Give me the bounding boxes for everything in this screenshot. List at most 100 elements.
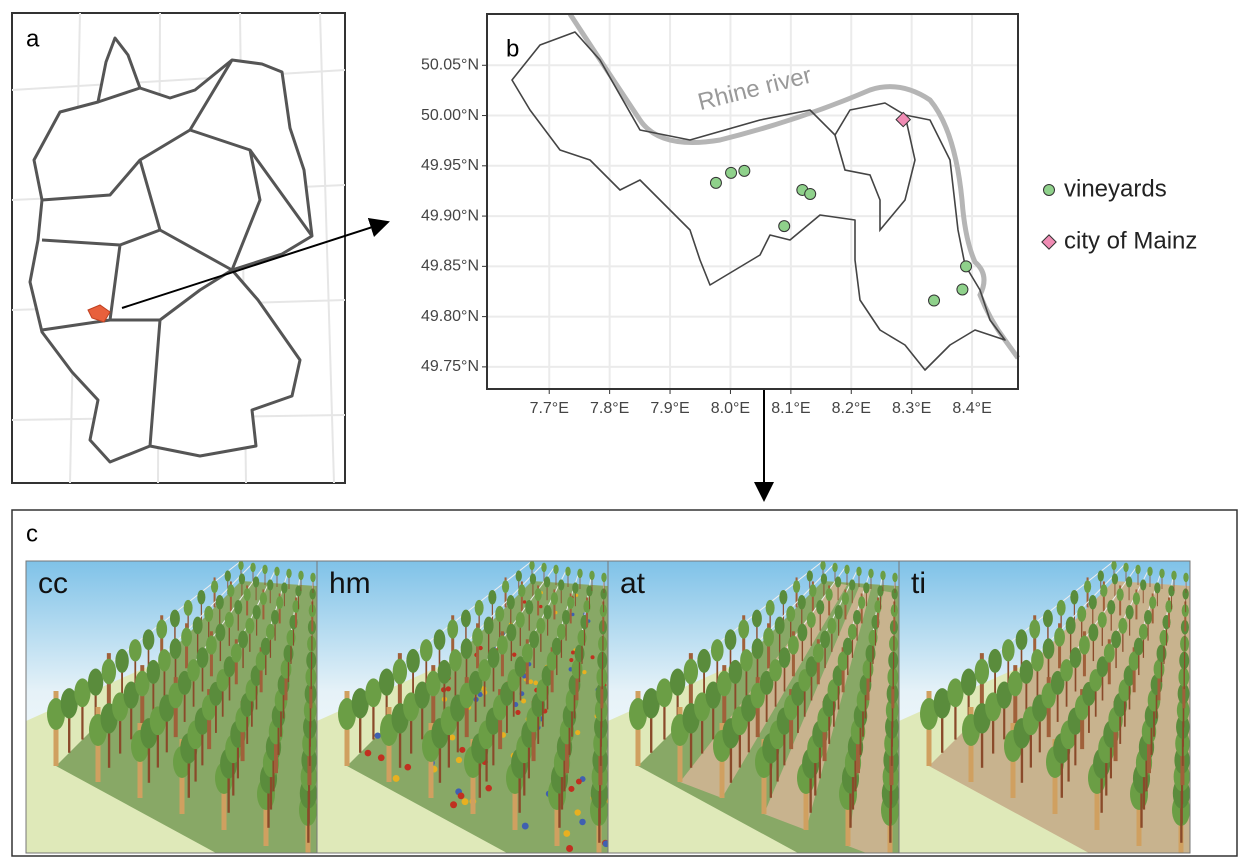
foliage bbox=[158, 649, 171, 671]
foliage bbox=[863, 582, 869, 593]
foliage bbox=[1043, 610, 1053, 628]
foliage bbox=[253, 576, 259, 587]
foliage bbox=[393, 659, 407, 685]
foliage bbox=[798, 595, 806, 609]
foliage bbox=[472, 627, 483, 646]
y-tick-label: 49.90°N bbox=[421, 207, 479, 224]
foliage bbox=[1160, 630, 1169, 646]
flower bbox=[393, 775, 400, 782]
flower bbox=[563, 830, 570, 837]
legend-swatch bbox=[1042, 235, 1056, 249]
foliage bbox=[572, 659, 583, 678]
foliage bbox=[1029, 619, 1040, 638]
flower bbox=[456, 757, 462, 763]
flower bbox=[512, 653, 516, 657]
foliage bbox=[267, 579, 273, 590]
foliage bbox=[281, 659, 292, 678]
foliage bbox=[244, 588, 251, 601]
foliage bbox=[529, 561, 534, 571]
foliage bbox=[793, 580, 800, 593]
foliage bbox=[434, 629, 446, 650]
foliage bbox=[287, 630, 296, 646]
flower bbox=[458, 792, 465, 799]
foliage bbox=[892, 573, 897, 583]
foliage bbox=[206, 635, 217, 654]
vineyard-scene bbox=[608, 561, 899, 859]
foliage bbox=[1154, 582, 1160, 593]
foliage bbox=[1107, 600, 1115, 614]
foliage bbox=[271, 610, 279, 624]
foliage bbox=[238, 631, 248, 649]
x-tick-label: 8.0°E bbox=[711, 400, 750, 417]
foliage bbox=[988, 649, 1002, 673]
foliage bbox=[129, 639, 142, 661]
foliage bbox=[536, 618, 545, 634]
foliage bbox=[553, 565, 558, 575]
foliage bbox=[557, 624, 566, 640]
foliage bbox=[1117, 588, 1124, 601]
foliage bbox=[779, 647, 791, 668]
foliage bbox=[516, 570, 522, 581]
foliage bbox=[1118, 618, 1127, 634]
foliage bbox=[1020, 660, 1034, 684]
scene-label: cc bbox=[38, 567, 68, 600]
flower bbox=[522, 823, 529, 830]
flower bbox=[521, 698, 526, 703]
foliage bbox=[1057, 600, 1066, 616]
foliage bbox=[853, 610, 861, 624]
foliage bbox=[239, 573, 245, 584]
foliage bbox=[495, 606, 504, 622]
foliage bbox=[820, 631, 830, 649]
foliage bbox=[502, 580, 509, 593]
foliage bbox=[147, 660, 161, 684]
foliage bbox=[274, 567, 279, 577]
foliage bbox=[170, 610, 180, 628]
foliage bbox=[266, 624, 275, 640]
foliage bbox=[234, 600, 242, 614]
plot-area bbox=[487, 14, 1018, 389]
foliage bbox=[779, 590, 787, 604]
foliage bbox=[697, 649, 711, 673]
vineyard-scene bbox=[899, 561, 1190, 859]
foliage bbox=[216, 595, 224, 609]
panel-label: a bbox=[26, 25, 40, 52]
foliage bbox=[420, 639, 433, 661]
flower bbox=[485, 785, 492, 792]
foliage bbox=[766, 600, 775, 616]
flower bbox=[579, 819, 585, 825]
foliage bbox=[725, 629, 737, 650]
foliage bbox=[1031, 649, 1044, 671]
x-tick-label: 7.7°E bbox=[530, 400, 569, 417]
foliage bbox=[575, 645, 585, 663]
foliage bbox=[1126, 605, 1134, 619]
foliage bbox=[544, 576, 550, 587]
foliage bbox=[88, 669, 103, 696]
foliage bbox=[1135, 565, 1140, 575]
foliage bbox=[1089, 595, 1097, 609]
foliage bbox=[1133, 592, 1140, 605]
foliage bbox=[1070, 590, 1078, 604]
foliage bbox=[102, 659, 116, 685]
foliage bbox=[752, 610, 762, 628]
foliage bbox=[281, 582, 287, 593]
foliage bbox=[1079, 635, 1090, 654]
foliage bbox=[711, 639, 724, 661]
foliage bbox=[1088, 624, 1098, 642]
foliage bbox=[253, 605, 261, 619]
foliage bbox=[447, 619, 458, 638]
foliage bbox=[245, 618, 254, 634]
foliage bbox=[821, 573, 827, 584]
foliage bbox=[567, 596, 574, 609]
flower bbox=[446, 686, 451, 691]
foliage bbox=[849, 579, 855, 590]
foliage bbox=[193, 617, 203, 635]
foliage bbox=[1111, 561, 1116, 571]
scenes: cchmatti bbox=[26, 561, 1190, 859]
foliage bbox=[558, 579, 564, 590]
marker bbox=[779, 221, 790, 232]
foliage bbox=[284, 645, 294, 663]
foliage bbox=[807, 570, 813, 581]
foliage bbox=[820, 561, 825, 571]
legend-item: vineyards bbox=[1044, 175, 1167, 202]
page: a Rhine river b 7.7°E7.8°E7.9°E8.0°E8.1°… bbox=[0, 0, 1247, 864]
